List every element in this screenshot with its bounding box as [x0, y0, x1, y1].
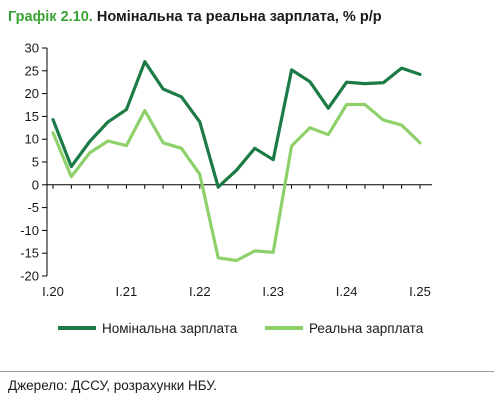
source-note: Джерело: ДССУ, розрахунки НБУ.	[8, 378, 217, 393]
figure-title: Номінальна та реальна зарплата, % р/р	[96, 9, 382, 25]
y-tick-label: -5	[27, 200, 39, 215]
y-tick-label: -20	[20, 269, 39, 284]
divider	[0, 371, 494, 372]
line-chart: -20 -15 -10 -5 0 5 10 15 20 25 30 I.20 I.21 I.22 I.23…	[20, 41, 432, 336]
x-tick-label: I.22	[189, 284, 211, 299]
y-tick-label: -15	[20, 246, 39, 261]
y-tick-label: 15	[25, 109, 39, 124]
legend-label: Номінальна зарплата	[102, 321, 238, 336]
y-tick-label: 25	[25, 63, 39, 78]
y-axis: -20 -15 -10 -5 0 5 10 15 20 25 30	[20, 41, 48, 284]
y-tick-label: 30	[25, 41, 39, 56]
series-line-nominal	[51, 60, 422, 189]
x-tick-label: I.24	[336, 284, 358, 299]
x-tick-label: I.20	[42, 284, 64, 299]
legend-label: Реальна зарплата	[309, 321, 424, 336]
y-tick-label: 0	[32, 177, 39, 192]
chart-title: Графік 2.10. Номінальна та реальна зарпл…	[8, 9, 382, 25]
x-tick-label: I.21	[116, 284, 138, 299]
legend: Номінальна зарплата Реальна зарплата	[58, 321, 424, 336]
series-line-real	[51, 102, 422, 263]
x-axis: I.20 I.21 I.22 I.23 I.24 I.25	[42, 184, 432, 299]
y-tick-label: 5	[32, 155, 39, 170]
y-tick-label: 10	[25, 132, 39, 147]
series-lines	[51, 60, 422, 263]
figure-label: Графік 2.10.	[8, 9, 93, 25]
x-tick-label: I.25	[409, 284, 431, 299]
x-tick-label: I.23	[262, 284, 284, 299]
y-tick-label: -10	[20, 223, 39, 238]
y-tick-label: 20	[25, 86, 39, 101]
